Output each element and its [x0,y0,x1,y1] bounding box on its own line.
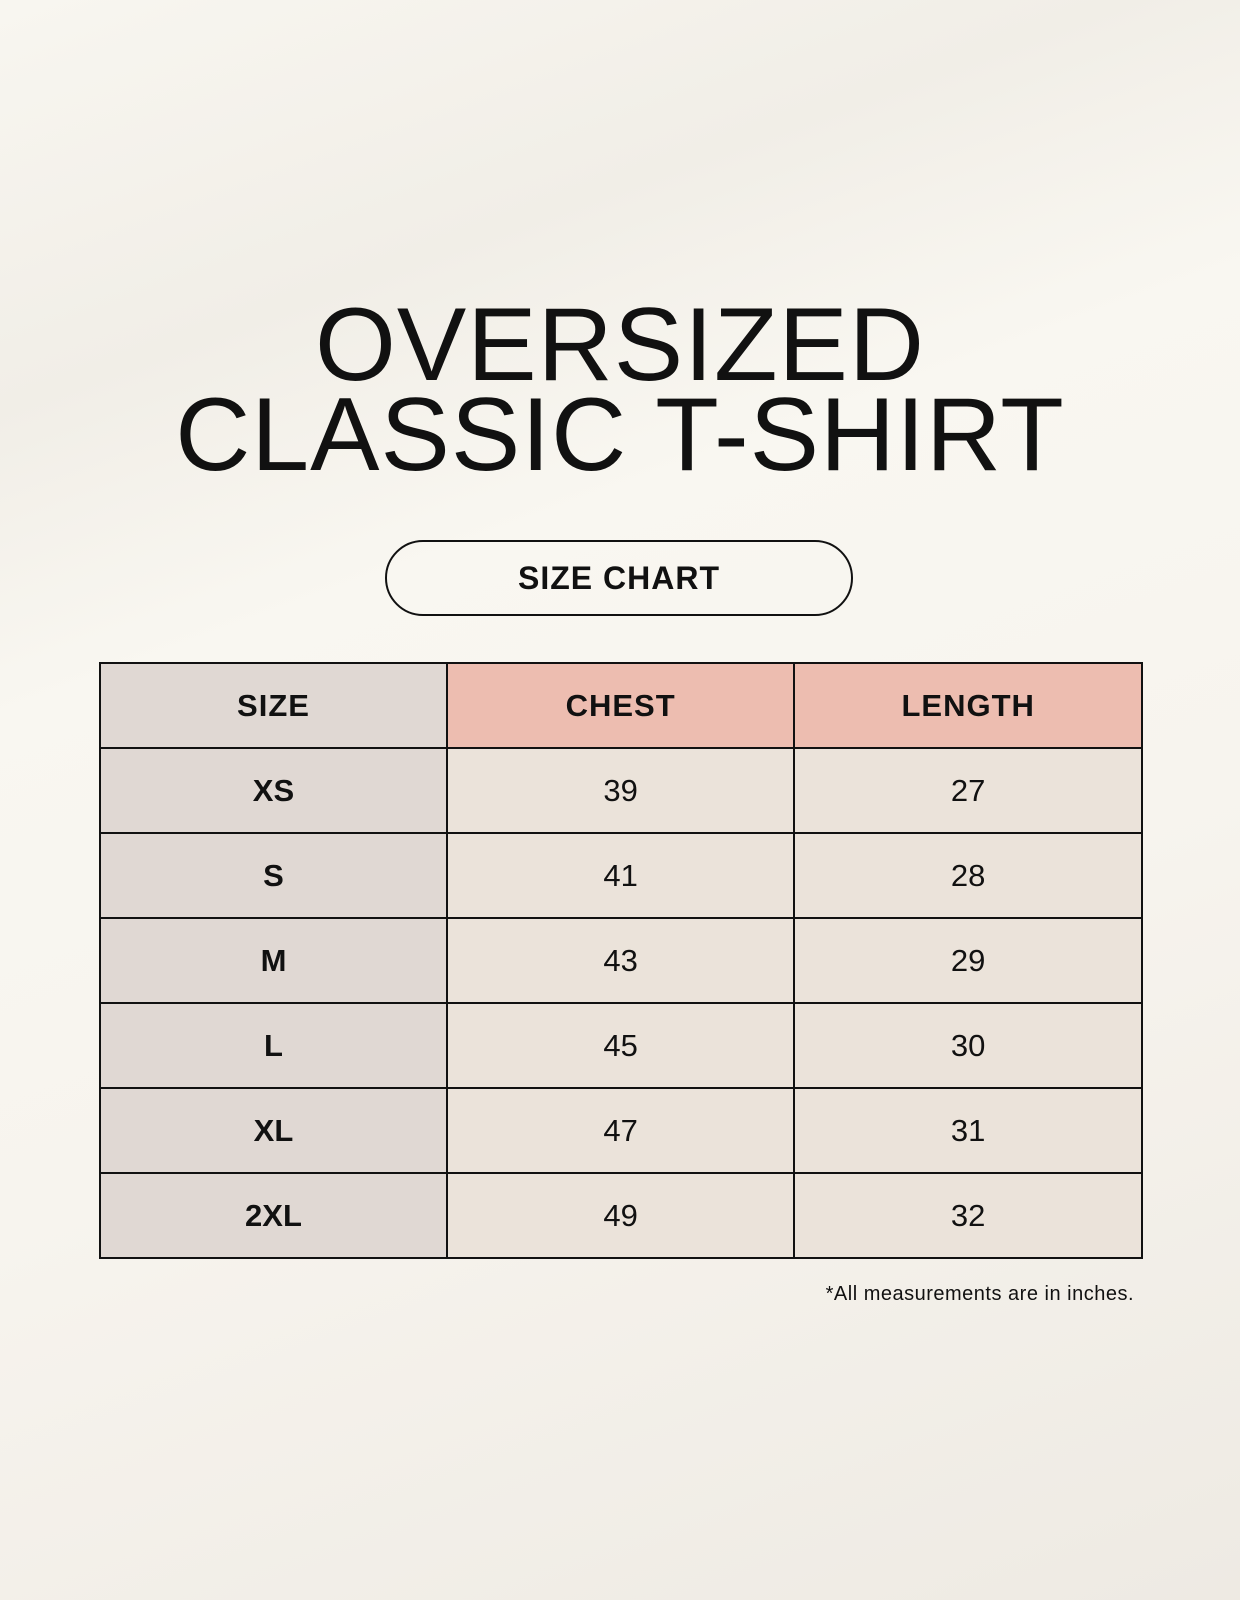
cell-chest: 39 [445,747,796,834]
table-row: XL 47 31 [99,1087,1143,1174]
table-row: M 43 29 [99,917,1143,1004]
cell-chest: 41 [445,832,796,919]
table-header-row: SIZE CHEST LENGTH [99,662,1143,749]
header-size: SIZE [99,662,448,749]
cell-chest: 45 [445,1002,796,1089]
table-row: 2XL 49 32 [99,1172,1143,1259]
cell-size: XS [99,747,448,834]
cell-size: L [99,1002,448,1089]
cell-length: 27 [793,747,1143,834]
cell-size: M [99,917,448,1004]
cell-length: 28 [793,832,1143,919]
cell-size: S [99,832,448,919]
title-line-1: OVERSIZED [315,287,925,403]
size-table: SIZE CHEST LENGTH XS 39 27 S 41 28 M 43 29 L 45 30 X… [99,662,1143,1259]
table-row: XS 39 27 [99,747,1143,834]
cell-size: XL [99,1087,448,1174]
cell-chest: 47 [445,1087,796,1174]
cell-chest: 43 [445,917,796,1004]
cell-size: 2XL [99,1172,448,1259]
header-chest: CHEST [445,662,796,749]
footnote: *All measurements are in inches. [825,1283,1134,1305]
cell-length: 30 [793,1002,1143,1089]
cell-length: 31 [793,1087,1143,1174]
table-row: L 45 30 [99,1002,1143,1089]
page-title: OVERSIZED CLASSIC T-SHIRT [0,287,1240,493]
cell-length: 32 [793,1172,1143,1259]
title-line-2: CLASSIC T-SHIRT [175,377,1065,493]
table-row: S 41 28 [99,832,1143,919]
size-chart-badge: SIZE CHART [385,540,853,616]
cell-length: 29 [793,917,1143,1004]
header-length: LENGTH [793,662,1143,749]
cell-chest: 49 [445,1172,796,1259]
